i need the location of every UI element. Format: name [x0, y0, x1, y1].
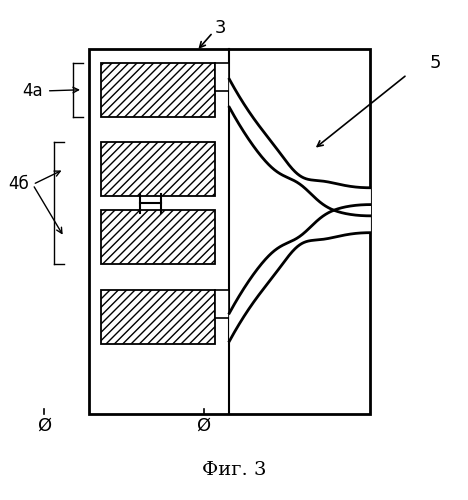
- Bar: [101, 142, 215, 196]
- Bar: [101, 210, 215, 264]
- Text: 3: 3: [214, 18, 226, 36]
- Text: Ø: Ø: [197, 416, 211, 434]
- Bar: [101, 290, 215, 344]
- Text: 4а: 4а: [22, 82, 43, 100]
- Text: 4б: 4б: [8, 176, 29, 194]
- Bar: [215, 290, 229, 318]
- Bar: [101, 63, 215, 116]
- Text: Фиг. 3: Фиг. 3: [202, 461, 266, 479]
- Text: 5: 5: [430, 54, 441, 72]
- Bar: [215, 63, 229, 91]
- Text: Ø: Ø: [37, 416, 51, 434]
- Bar: [89, 49, 370, 414]
